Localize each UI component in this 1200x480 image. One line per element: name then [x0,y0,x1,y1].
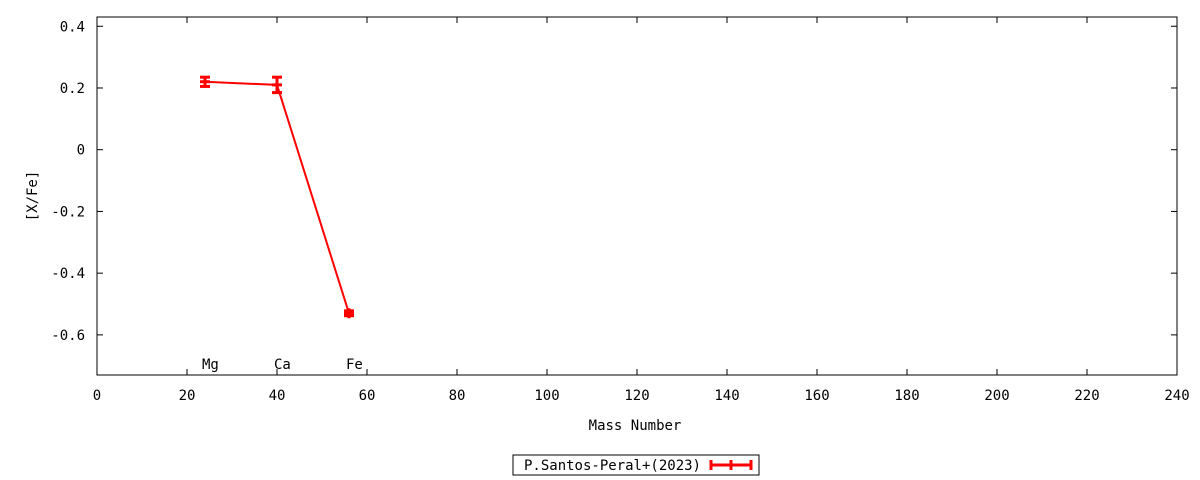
element-label-mg: Mg [202,357,219,373]
x-tick-label: 240 [1164,388,1189,404]
series-line [204,80,350,314]
y-axis-label: [X/Fe] [25,171,41,222]
data-point [272,79,282,90]
x-tick-label: 20 [179,388,196,404]
x-tick-label: 100 [534,388,559,404]
x-tick-label: 160 [804,388,829,404]
plot-frame [96,16,1178,376]
x-tick-label: 200 [984,388,1009,404]
legend: P.Santos-Peral+(2023) [512,454,760,476]
x-tick-label: 40 [269,388,286,404]
y-tick-label: -0.4 [51,266,85,282]
y-tick-label: -0.6 [51,328,85,344]
x-tick-label: 220 [1074,388,1099,404]
y-tick-label: 0.2 [60,81,85,97]
x-tick-label: 60 [359,388,376,404]
y-tick-label: 0.4 [60,19,85,35]
x-tick-label: 0 [93,388,101,404]
element-label-ca: Ca [274,357,291,373]
x-tick-label: 120 [624,388,649,404]
legend-box [512,454,760,476]
x-tick-label: 140 [714,388,739,404]
y-tick-label: -0.2 [51,204,85,220]
x-tick-label: 180 [894,388,919,404]
y-tick-label: 0 [77,143,85,159]
data-point [344,308,354,319]
x-axis-label: Mass Number [589,418,682,434]
x-tick-label: 80 [449,388,466,404]
legend-label: P.Santos-Peral+(2023) [524,458,701,474]
element-label-fe: Fe [346,357,363,373]
legend-line-sample [709,460,753,470]
data-point [200,76,210,87]
